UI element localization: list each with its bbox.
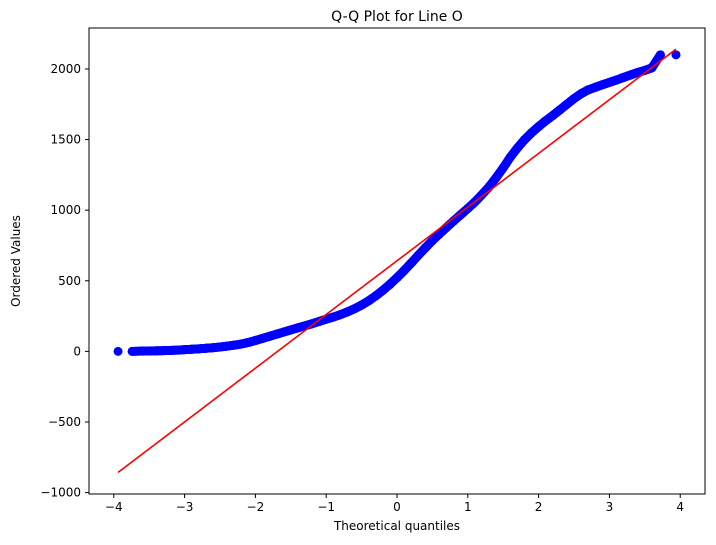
reference-fit-line [117, 48, 677, 474]
sample-point [597, 80, 607, 90]
sample-point [257, 333, 267, 343]
axis-ticks: −4 −3 −2 −1 0 1 2 3 4 −1000 −500 0 500 1000 1500 2000 [40, 62, 684, 514]
sample-point [413, 250, 423, 260]
sample-point [611, 75, 621, 85]
sample-point [194, 344, 204, 354]
sample-point [293, 323, 303, 333]
sample-point [399, 266, 409, 276]
y-tick-label: 500 [58, 274, 81, 288]
sample-point [604, 77, 614, 87]
sample-point [626, 70, 636, 80]
x-tick-label: −2 [247, 500, 265, 514]
sample-point [655, 50, 665, 60]
sample-point [180, 345, 190, 355]
sample-point [215, 342, 225, 352]
y-tick-label: 0 [73, 344, 81, 358]
sample-point [127, 346, 137, 356]
sample-point [158, 346, 168, 356]
sample-point [583, 85, 593, 95]
x-tick-label: 4 [676, 500, 684, 514]
sample-point [555, 105, 565, 115]
sample-point [243, 337, 253, 347]
sample-point [519, 135, 529, 145]
y-tick-label: 2000 [50, 62, 81, 76]
sample-point [491, 173, 501, 183]
sample-point [527, 128, 537, 138]
sample-point [272, 329, 282, 339]
sample-point [328, 312, 338, 322]
sample-point [671, 50, 681, 60]
sample-point [314, 316, 324, 326]
sample-point [137, 346, 147, 356]
sample-point [385, 279, 395, 289]
sample-point [151, 346, 161, 356]
sample-point [456, 210, 466, 220]
sample-point [286, 325, 296, 335]
sample-point [619, 72, 629, 82]
sample-point [279, 327, 289, 337]
sample-point [512, 143, 522, 153]
sample-point [173, 345, 183, 355]
y-tick-label: 1500 [50, 133, 81, 147]
sample-point [236, 339, 246, 349]
sample-point [350, 304, 360, 314]
sample-point [144, 346, 154, 356]
sample-point [562, 99, 572, 109]
sample-point [590, 82, 600, 92]
sample-point [477, 190, 487, 200]
sample-point [541, 116, 551, 126]
sample-point [576, 89, 586, 99]
sample-point [265, 331, 275, 341]
x-axis-title: Theoretical quantiles [333, 519, 460, 533]
sample-point [633, 67, 643, 77]
sample-point [427, 236, 437, 246]
sample-point [364, 296, 374, 306]
sample-point [640, 65, 650, 75]
sample-point [113, 346, 123, 356]
sample-point [505, 152, 515, 162]
sample-point [208, 343, 218, 353]
chart-title: Q-Q Plot for Line O [331, 9, 463, 25]
sample-point [434, 229, 444, 239]
sample-point [392, 273, 402, 283]
x-tick-label: −3 [176, 500, 194, 514]
x-tick-label: −1 [317, 500, 335, 514]
sample-point [420, 243, 430, 253]
sample-point [201, 343, 211, 353]
sample-point [335, 310, 345, 320]
sample-point [371, 291, 381, 301]
y-tick-label: −500 [48, 415, 81, 429]
axes-frame [88, 27, 706, 495]
x-tick-label: 1 [464, 500, 472, 514]
sample-point [342, 307, 352, 317]
sample-point [187, 344, 197, 354]
sample-point [406, 258, 416, 268]
sample-point [442, 222, 452, 232]
sample-point [569, 94, 579, 104]
y-tick-label: −1000 [40, 486, 81, 500]
x-tick-label: 0 [393, 500, 401, 514]
y-tick-label: 1000 [50, 203, 81, 217]
y-axis-title: Ordered Values [9, 215, 23, 307]
sample-point [378, 285, 388, 295]
sample-point [165, 345, 175, 355]
sample-point [498, 163, 508, 173]
sample-point [229, 340, 239, 350]
x-tick-label: −4 [105, 500, 123, 514]
sample-point [357, 300, 367, 310]
plot-area [113, 48, 681, 474]
x-tick-label: 2 [535, 500, 543, 514]
x-tick-label: 3 [606, 500, 614, 514]
sample-point [250, 336, 260, 346]
sample-point [534, 122, 544, 132]
sample-point [548, 111, 558, 121]
sample-point [222, 341, 232, 351]
